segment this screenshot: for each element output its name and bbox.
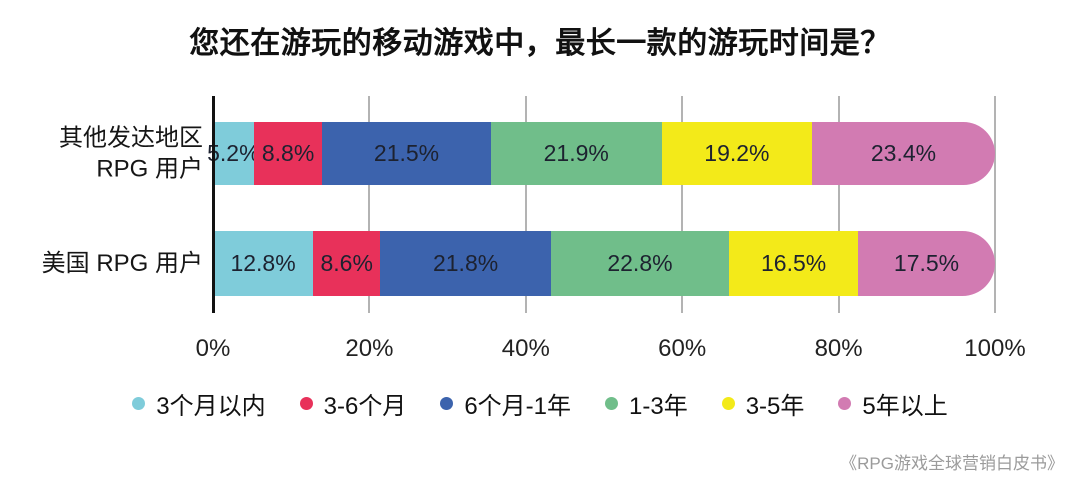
bar-row: 其他发达地区 RPG 用户 5.2% 8.8% 21.5% 21.9% 19.2% 23.4… xyxy=(59,122,995,185)
bar-segment-3-6个月: 8.8% xyxy=(253,122,323,185)
x-tick-label: 100% xyxy=(964,335,1026,362)
segment-value-label: 21.9% xyxy=(543,140,609,166)
legend-dot-icon xyxy=(605,397,618,410)
bar-segment-6个月-1年: 21.5% xyxy=(322,122,491,185)
legend-dot-icon xyxy=(721,397,735,410)
x-tick-label: 20% xyxy=(345,335,394,362)
segment-value-label: 5.2% xyxy=(207,140,260,166)
legend-dot-icon xyxy=(440,397,454,410)
bar-row: 美国 RPG 用户 12.8% 8.6% 21.8% 22.8% 16.5% 17.5% xyxy=(42,231,995,296)
legend-item: 3-6个月 xyxy=(299,386,407,421)
gridline xyxy=(837,96,840,313)
segment-value-label: 8.6% xyxy=(320,250,373,276)
bar-segment-3个月以内: 5.2% xyxy=(207,122,260,185)
x-tick-label: 40% xyxy=(501,335,550,362)
legend-label: 6个月-1年 xyxy=(464,393,571,420)
gridline xyxy=(368,96,371,313)
bar-segment-3-5年: 16.5% xyxy=(729,231,859,296)
legend-dot-icon xyxy=(299,397,313,410)
y-axis-line xyxy=(212,96,215,313)
segment-value-label: 16.5% xyxy=(760,250,827,276)
bar-segment-3个月以内: 12.8% xyxy=(213,231,314,296)
legend-label: 3-5年 xyxy=(745,393,805,420)
gridline xyxy=(994,96,996,313)
segment-value-label: 8.8% xyxy=(261,140,315,166)
legend-label: 1-3年 xyxy=(629,393,688,420)
bar-segment-3-6个月: 8.6% xyxy=(313,231,381,296)
segment-value-label: 23.4% xyxy=(870,140,937,166)
segment-value-label: 19.2% xyxy=(704,140,770,166)
bar-segment-5年以上: 23.4% xyxy=(811,122,995,185)
bar-segment-6个月-1年: 21.8% xyxy=(380,231,551,296)
legend-item: 1-3年 xyxy=(605,386,688,421)
segment-value-label: 22.8% xyxy=(607,250,673,276)
segment-value-label: 12.8% xyxy=(230,250,296,276)
plot-area: 其他发达地区 RPG 用户 5.2% 8.8% 21.5% 21.9% 19.2% 23.4… xyxy=(42,96,1026,362)
legend-dot-icon xyxy=(838,397,852,410)
category-label: 其他发达地区 RPG 用户 xyxy=(59,123,203,183)
source-caption: 《RPG游戏全球营销白皮书》 xyxy=(840,454,1064,473)
segment-value-label: 17.5% xyxy=(893,250,960,276)
chart-title: 您还在游玩的移动游戏中，最长一款的游玩时间是？ xyxy=(189,27,891,60)
bar-segment-1-3年: 22.8% xyxy=(550,231,730,296)
legend-item: 3-5年 xyxy=(721,386,805,421)
segment-value-label: 21.5% xyxy=(373,140,440,166)
x-tick-label: 0% xyxy=(195,335,231,362)
legend-item: 5年以上 xyxy=(838,386,948,421)
gridline xyxy=(681,96,684,313)
x-axis-ticks: 0% 20% 40% 60% 80% 100% xyxy=(196,335,1026,365)
legend-dot-icon xyxy=(132,397,146,410)
legend: 3个月以内 3-6个月 6个月-1年 1-3年 3-5年 5年以上 xyxy=(0,386,1080,421)
gridline xyxy=(524,96,527,313)
bar-segment-3-5年: 19.2% xyxy=(661,122,812,185)
category-label: 美国 RPG 用户 xyxy=(41,249,203,277)
legend-label: 5年以上 xyxy=(862,393,948,420)
legend-item: 6个月-1年 xyxy=(440,386,571,421)
x-tick-label: 60% xyxy=(658,335,707,362)
bar-segment-5年以上: 17.5% xyxy=(858,231,995,296)
x-tick-label: 80% xyxy=(814,335,863,362)
legend-item: 3个月以内 xyxy=(132,386,266,421)
segment-value-label: 21.8% xyxy=(432,250,499,276)
legend-label: 3个月以内 xyxy=(156,393,266,420)
bar-segment-1-3年: 21.9% xyxy=(490,122,662,185)
legend-label: 3-6个月 xyxy=(323,393,407,420)
